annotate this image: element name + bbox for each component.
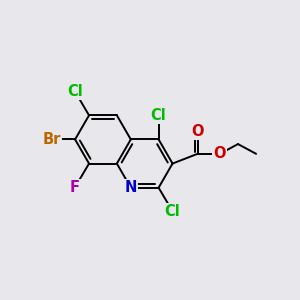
Text: O: O [214,146,226,161]
Text: Cl: Cl [165,204,180,219]
Text: Cl: Cl [151,108,166,123]
Text: F: F [70,180,80,195]
Text: O: O [191,124,204,139]
Text: Cl: Cl [67,84,83,99]
Text: Br: Br [42,132,61,147]
Text: N: N [124,180,137,195]
